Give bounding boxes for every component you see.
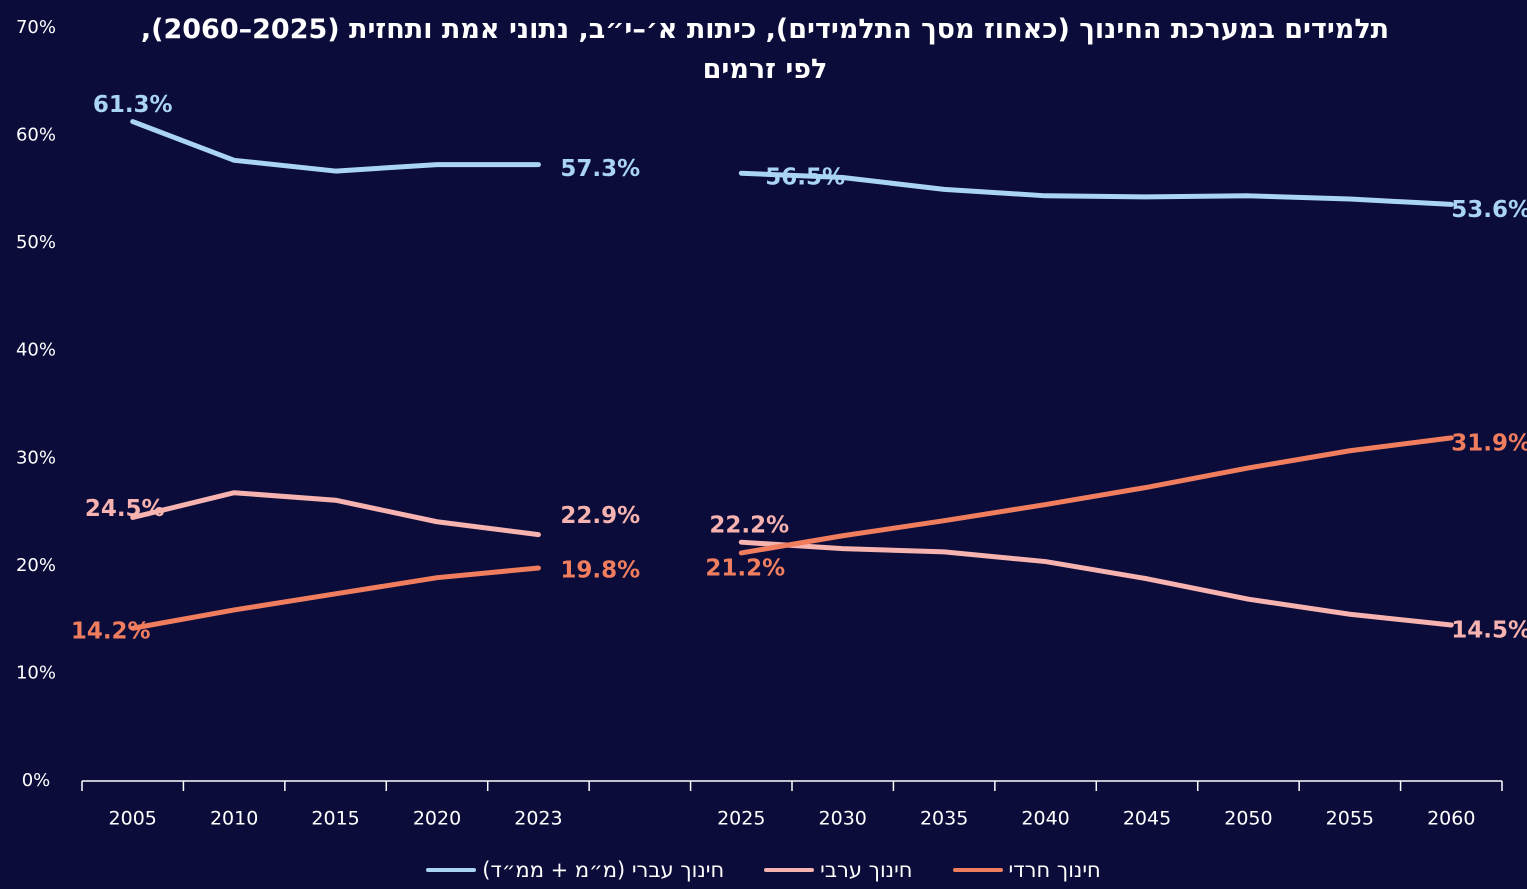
x-tick-label: 2040	[1021, 808, 1069, 830]
x-tick-label: 2023	[514, 808, 562, 830]
data-label: 61.3%	[93, 92, 173, 118]
data-label: 14.2%	[71, 619, 151, 645]
series-line	[130, 490, 1454, 628]
chart-title: תלמידים במערכת החינוך (כאחוז מסך התלמידי…	[140, 14, 1390, 85]
x-tick-label: 2060	[1427, 808, 1475, 830]
x-tick-label: 2015	[311, 808, 359, 830]
legend-item: חינוך חרדי	[952, 858, 1101, 882]
y-tick-label: 0%	[22, 770, 51, 791]
x-tick-label: 2030	[819, 808, 867, 830]
data-label: 19.8%	[560, 558, 640, 584]
y-tick-label: 60%	[16, 125, 56, 146]
legend-swatch	[952, 868, 1003, 872]
y-tick-label: 50%	[16, 232, 56, 253]
data-label: 53.6%	[1451, 197, 1527, 223]
data-label: 31.9%	[1451, 430, 1527, 456]
data-label: 22.2%	[709, 513, 789, 539]
data-label: 21.2%	[705, 555, 785, 581]
x-tick-label: 2050	[1224, 808, 1272, 830]
x-tick-label: 2045	[1123, 808, 1171, 830]
x-tick-label: 2010	[210, 808, 258, 830]
x-tick-label: 2020	[413, 808, 461, 830]
y-tick-label: 30%	[16, 447, 56, 468]
data-label: 57.3%	[560, 156, 640, 182]
data-label: 22.9%	[560, 503, 640, 529]
legend: חינוך עברי (מ״מ + ממ״ד) חינוך ערבי חינוך ח…	[0, 858, 1527, 882]
data-label: 56.5%	[765, 165, 845, 191]
chart: 0% 10% 20% 30% 40% 50% 60% 70% 2005 2010 2015 2020 2…	[16, 17, 1527, 830]
y-tick-label: 10%	[16, 662, 56, 683]
legend-label: חינוך ערבי	[820, 858, 913, 882]
x-tick-label: 2035	[920, 808, 968, 830]
y-tick-label: 40%	[16, 340, 56, 361]
legend-label: חינוך חרדי	[1008, 858, 1101, 882]
legend-swatch	[426, 868, 477, 872]
legend-label: חינוך עברי (מ״מ + ממ״ד)	[482, 858, 725, 882]
data-label: 14.5%	[1451, 618, 1527, 644]
data-label: 24.5%	[85, 496, 165, 522]
x-tick-label: 2055	[1326, 808, 1374, 830]
y-tick-label: 70%	[16, 17, 56, 38]
legend-item: חינוך עברי (מ״מ + ממ״ד)	[426, 858, 724, 882]
y-tick-label: 20%	[16, 555, 56, 576]
series-line	[130, 119, 1454, 207]
legend-item: חינוך ערבי	[764, 858, 913, 882]
x-tick-label: 2025	[717, 808, 765, 830]
legend-swatch	[764, 868, 815, 872]
series-line	[130, 435, 1454, 631]
x-tick-label: 2005	[109, 808, 157, 830]
